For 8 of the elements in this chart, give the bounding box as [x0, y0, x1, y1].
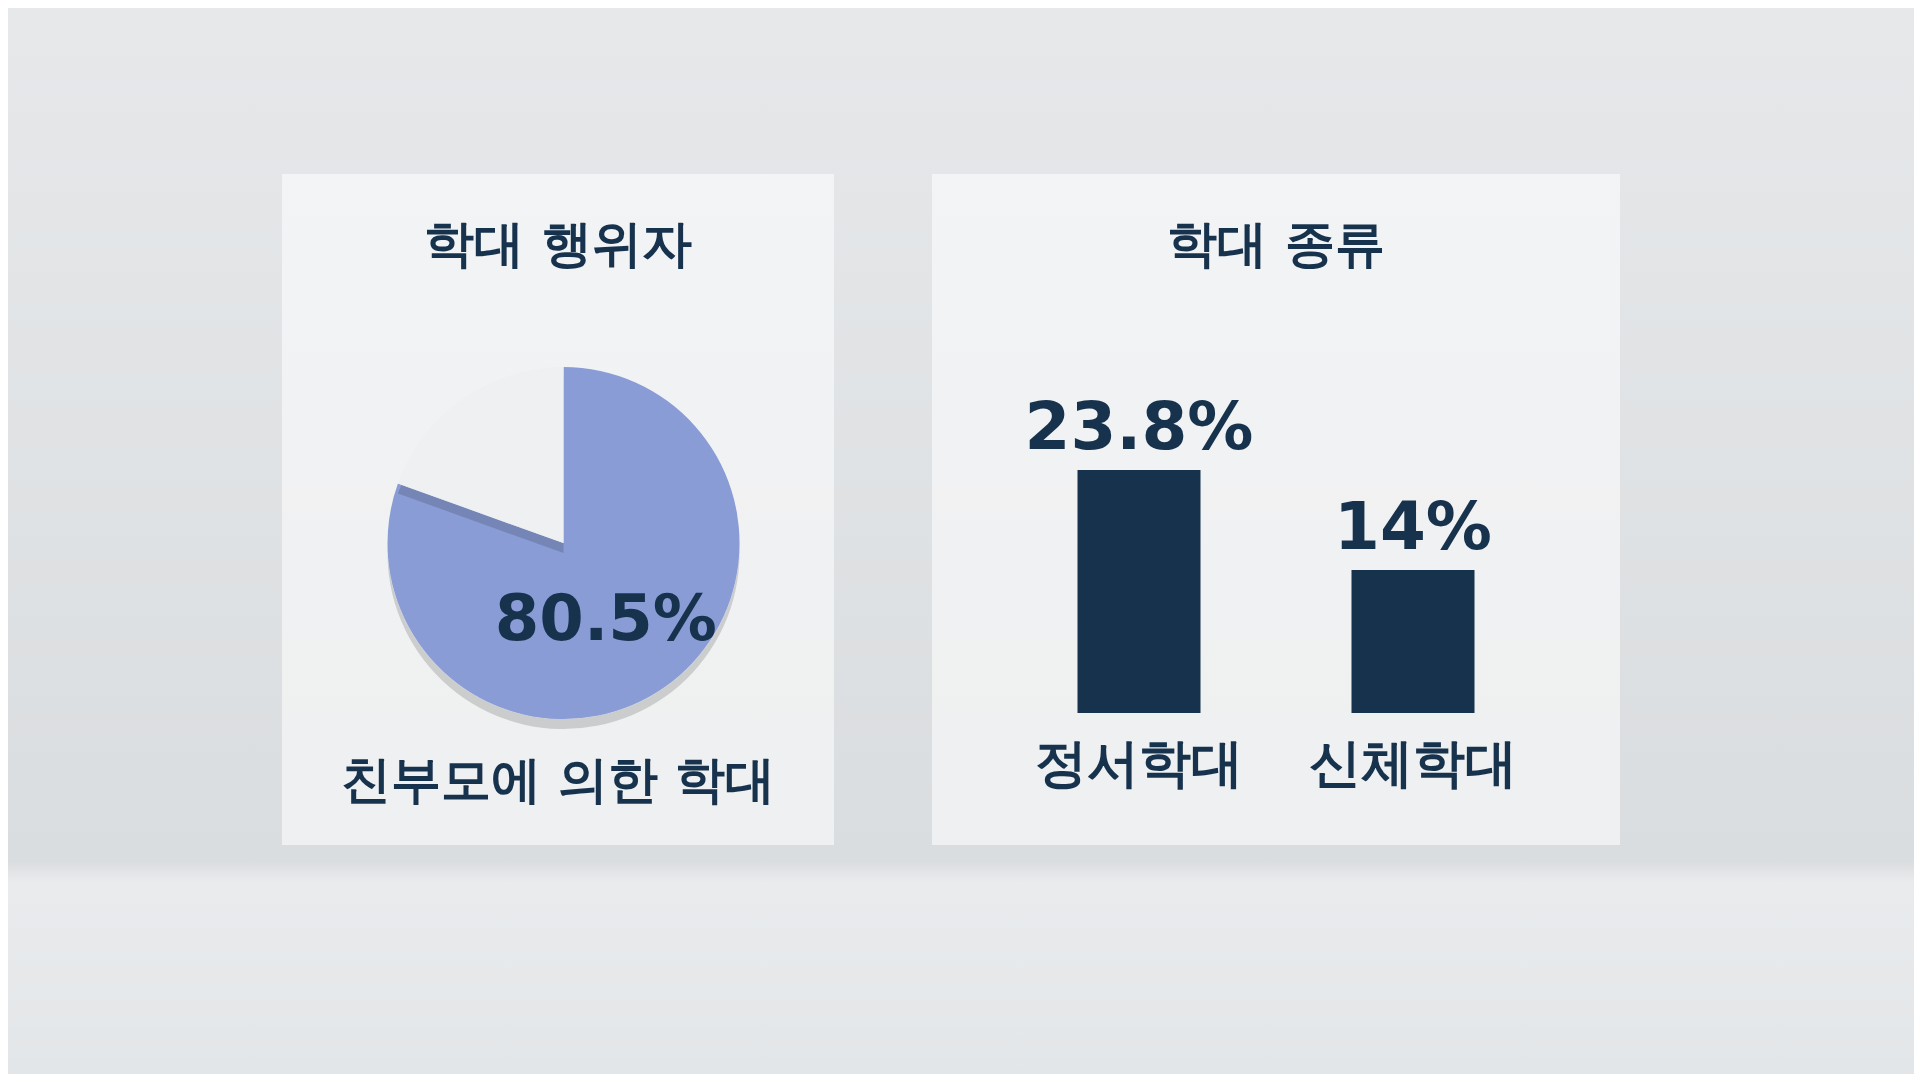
x-tick-label: 신체학대 [1309, 733, 1517, 793]
chart-title: 학대 행위자 [424, 215, 692, 273]
chart-title: 학대 종류 [1167, 215, 1385, 273]
data-label: 14% [1334, 488, 1492, 566]
data-label: 80.5% [494, 580, 717, 655]
data-label: 23.8% [1024, 388, 1254, 466]
slice-label: 친부모에 의한 학대 [340, 751, 776, 809]
x-tick-label: 정서학대 [1035, 733, 1243, 793]
